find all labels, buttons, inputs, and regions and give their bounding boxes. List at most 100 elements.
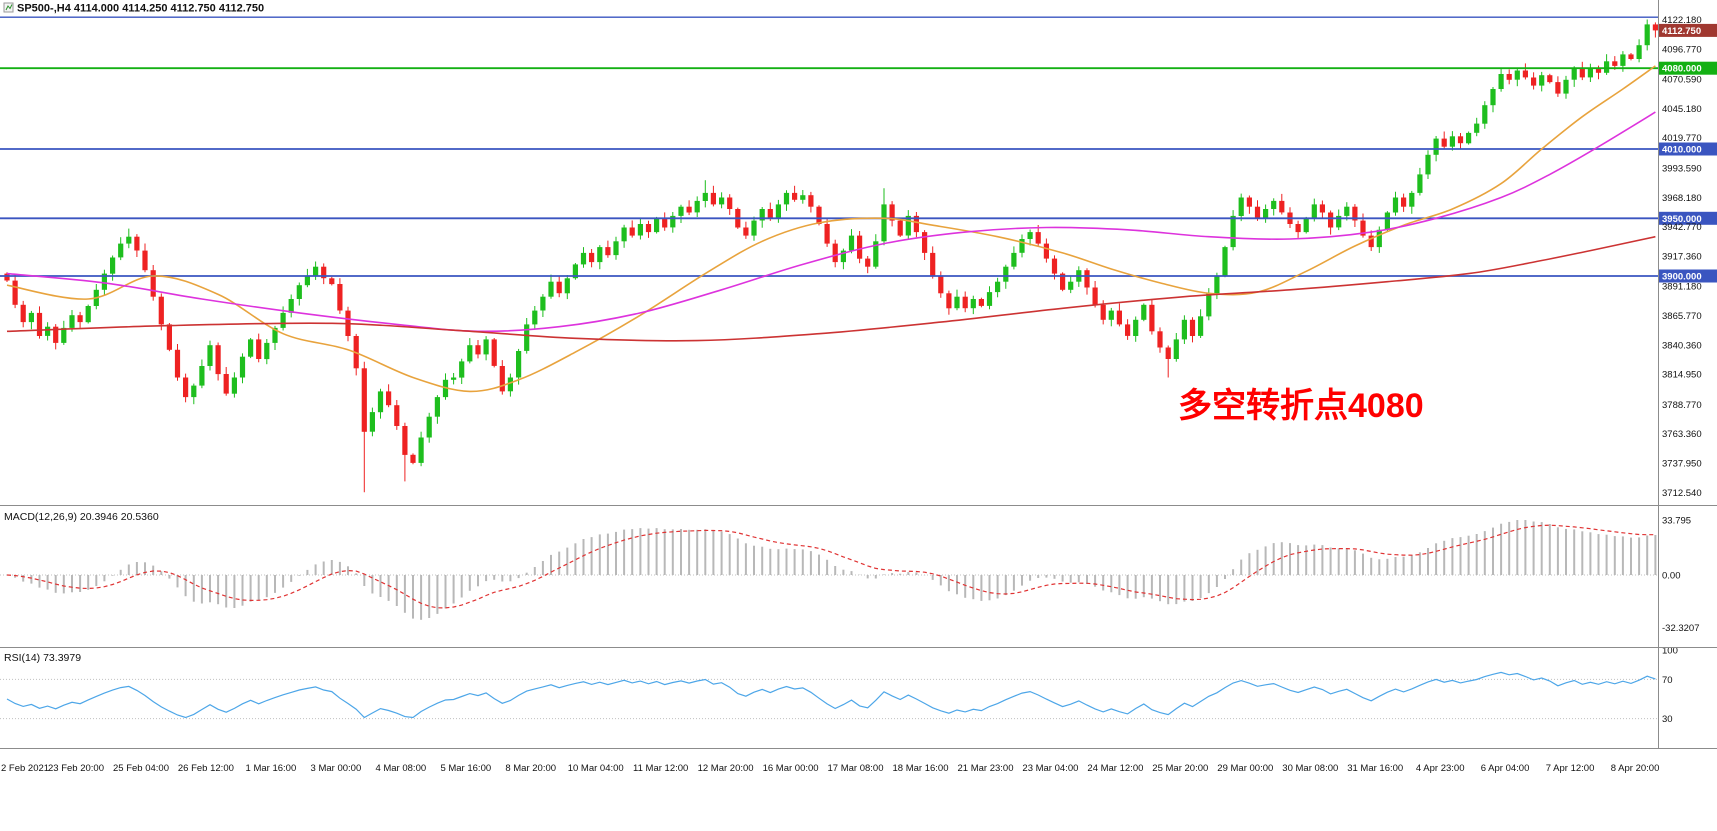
candle-body [1263, 209, 1269, 219]
candle-body [1336, 215, 1342, 228]
candle-body [800, 195, 806, 200]
candle-body [361, 368, 367, 432]
candle-body [686, 206, 692, 213]
candle-body [1384, 212, 1390, 230]
candle-body [337, 284, 343, 311]
rsi-line [6, 671, 1656, 719]
time-axis-label: 18 Mar 16:00 [893, 763, 949, 774]
candle-body [1060, 273, 1066, 290]
candle-body [816, 206, 822, 224]
blue-price-badge [1659, 142, 1717, 156]
candle-body [1157, 331, 1163, 348]
chart-icon [3, 2, 14, 13]
candle-body [1092, 287, 1098, 305]
candle-body [296, 285, 302, 299]
ohlc-info: SP500-,H4 4114.000 4114.250 4112.750 411… [17, 3, 264, 15]
candle-body [605, 247, 611, 256]
rsi-axis-label: 100 [1662, 646, 1678, 657]
candle-body [499, 366, 505, 392]
candle-body [1108, 310, 1114, 320]
time-axis-label: 6 Apr 04:00 [1481, 763, 1530, 774]
candle-body [1360, 220, 1366, 236]
annotation-text[interactable]: 多空转折点4080 [1178, 387, 1424, 425]
candle-body [970, 299, 976, 309]
ma-fast-orange [6, 65, 1656, 393]
candle-body [808, 195, 814, 207]
time-axis-label: 23 Feb 20:00 [48, 763, 104, 774]
time-axis-label: 11 Mar 12:00 [633, 763, 688, 774]
candle-body [889, 204, 895, 221]
price-axis-label: 3968.180 [1662, 193, 1702, 204]
candle-body [1295, 224, 1301, 233]
candle-body [110, 257, 116, 274]
green-price-badge [1659, 61, 1717, 75]
candle-body [1457, 136, 1464, 144]
candle-body [1133, 319, 1139, 336]
candle-body [540, 296, 546, 311]
candle-body [126, 236, 132, 244]
candle-body [719, 197, 725, 205]
macd-axis-label: 0.00 [1662, 571, 1681, 582]
candle-body [12, 280, 18, 305]
candlestick-series [4, 19, 1658, 493]
candle-body [1466, 132, 1472, 144]
candle-body [1149, 304, 1155, 332]
candle-body [1522, 70, 1528, 78]
candle-body [556, 281, 562, 294]
rsi-label: RSI(14) 73.3979 [4, 652, 81, 664]
candle-body [1506, 74, 1512, 80]
macd-axis-label: 33.795 [1662, 516, 1691, 527]
candle-body [922, 232, 928, 253]
candle-body [1531, 77, 1537, 86]
candle-body [792, 192, 798, 200]
horizontal-level-lines[interactable] [0, 16, 1658, 277]
candle-body [1547, 75, 1553, 83]
price-badge-label: 4080.000 [1662, 64, 1702, 75]
candle-body [1409, 192, 1415, 207]
candle-body [783, 192, 790, 205]
candle-body [231, 377, 237, 394]
candle-body [580, 252, 587, 265]
candle-body [459, 361, 465, 378]
candle-body [1246, 197, 1252, 207]
candle-body [377, 391, 384, 413]
candle-body [946, 293, 952, 309]
candle-body [467, 345, 473, 362]
candle-body [85, 306, 91, 323]
candle-body [1116, 310, 1122, 325]
time-axis-label: 8 Mar 20:00 [505, 763, 556, 774]
time-axis-label: 4 Apr 23:00 [1416, 763, 1465, 774]
moving-average-lines [6, 65, 1656, 393]
candle-body [662, 218, 668, 228]
price-axis-label: 3763.360 [1662, 429, 1702, 440]
candle-body [288, 299, 294, 313]
candle-body [313, 266, 319, 276]
time-axis-label: 21 Mar 23:00 [958, 763, 1014, 774]
candle-body [1222, 247, 1228, 276]
candle-body [1636, 45, 1642, 59]
candle-body [857, 235, 863, 259]
candle-body [1587, 68, 1593, 78]
time-axis-label: 2 Feb 2021 [1, 763, 49, 774]
candle-body [532, 310, 538, 325]
time-axis-label: 26 Feb 12:00 [178, 763, 234, 774]
candle-body [134, 236, 140, 251]
candle-body [369, 412, 375, 432]
candle-body [1254, 206, 1261, 219]
candle-body [28, 312, 34, 323]
candle-body [645, 224, 652, 233]
price-axis-label: 4070.590 [1662, 75, 1702, 86]
price-badge-label: 4010.000 [1662, 145, 1702, 156]
time-axis-label: 5 Mar 16:00 [440, 763, 491, 774]
candle-body [142, 250, 148, 271]
candle-body [20, 304, 26, 323]
candle-body [69, 315, 75, 328]
candle-body [1612, 61, 1618, 66]
candle-body [1571, 68, 1577, 80]
candle-body [995, 281, 1001, 293]
candle-body [564, 278, 570, 294]
candle-body [1198, 316, 1204, 336]
